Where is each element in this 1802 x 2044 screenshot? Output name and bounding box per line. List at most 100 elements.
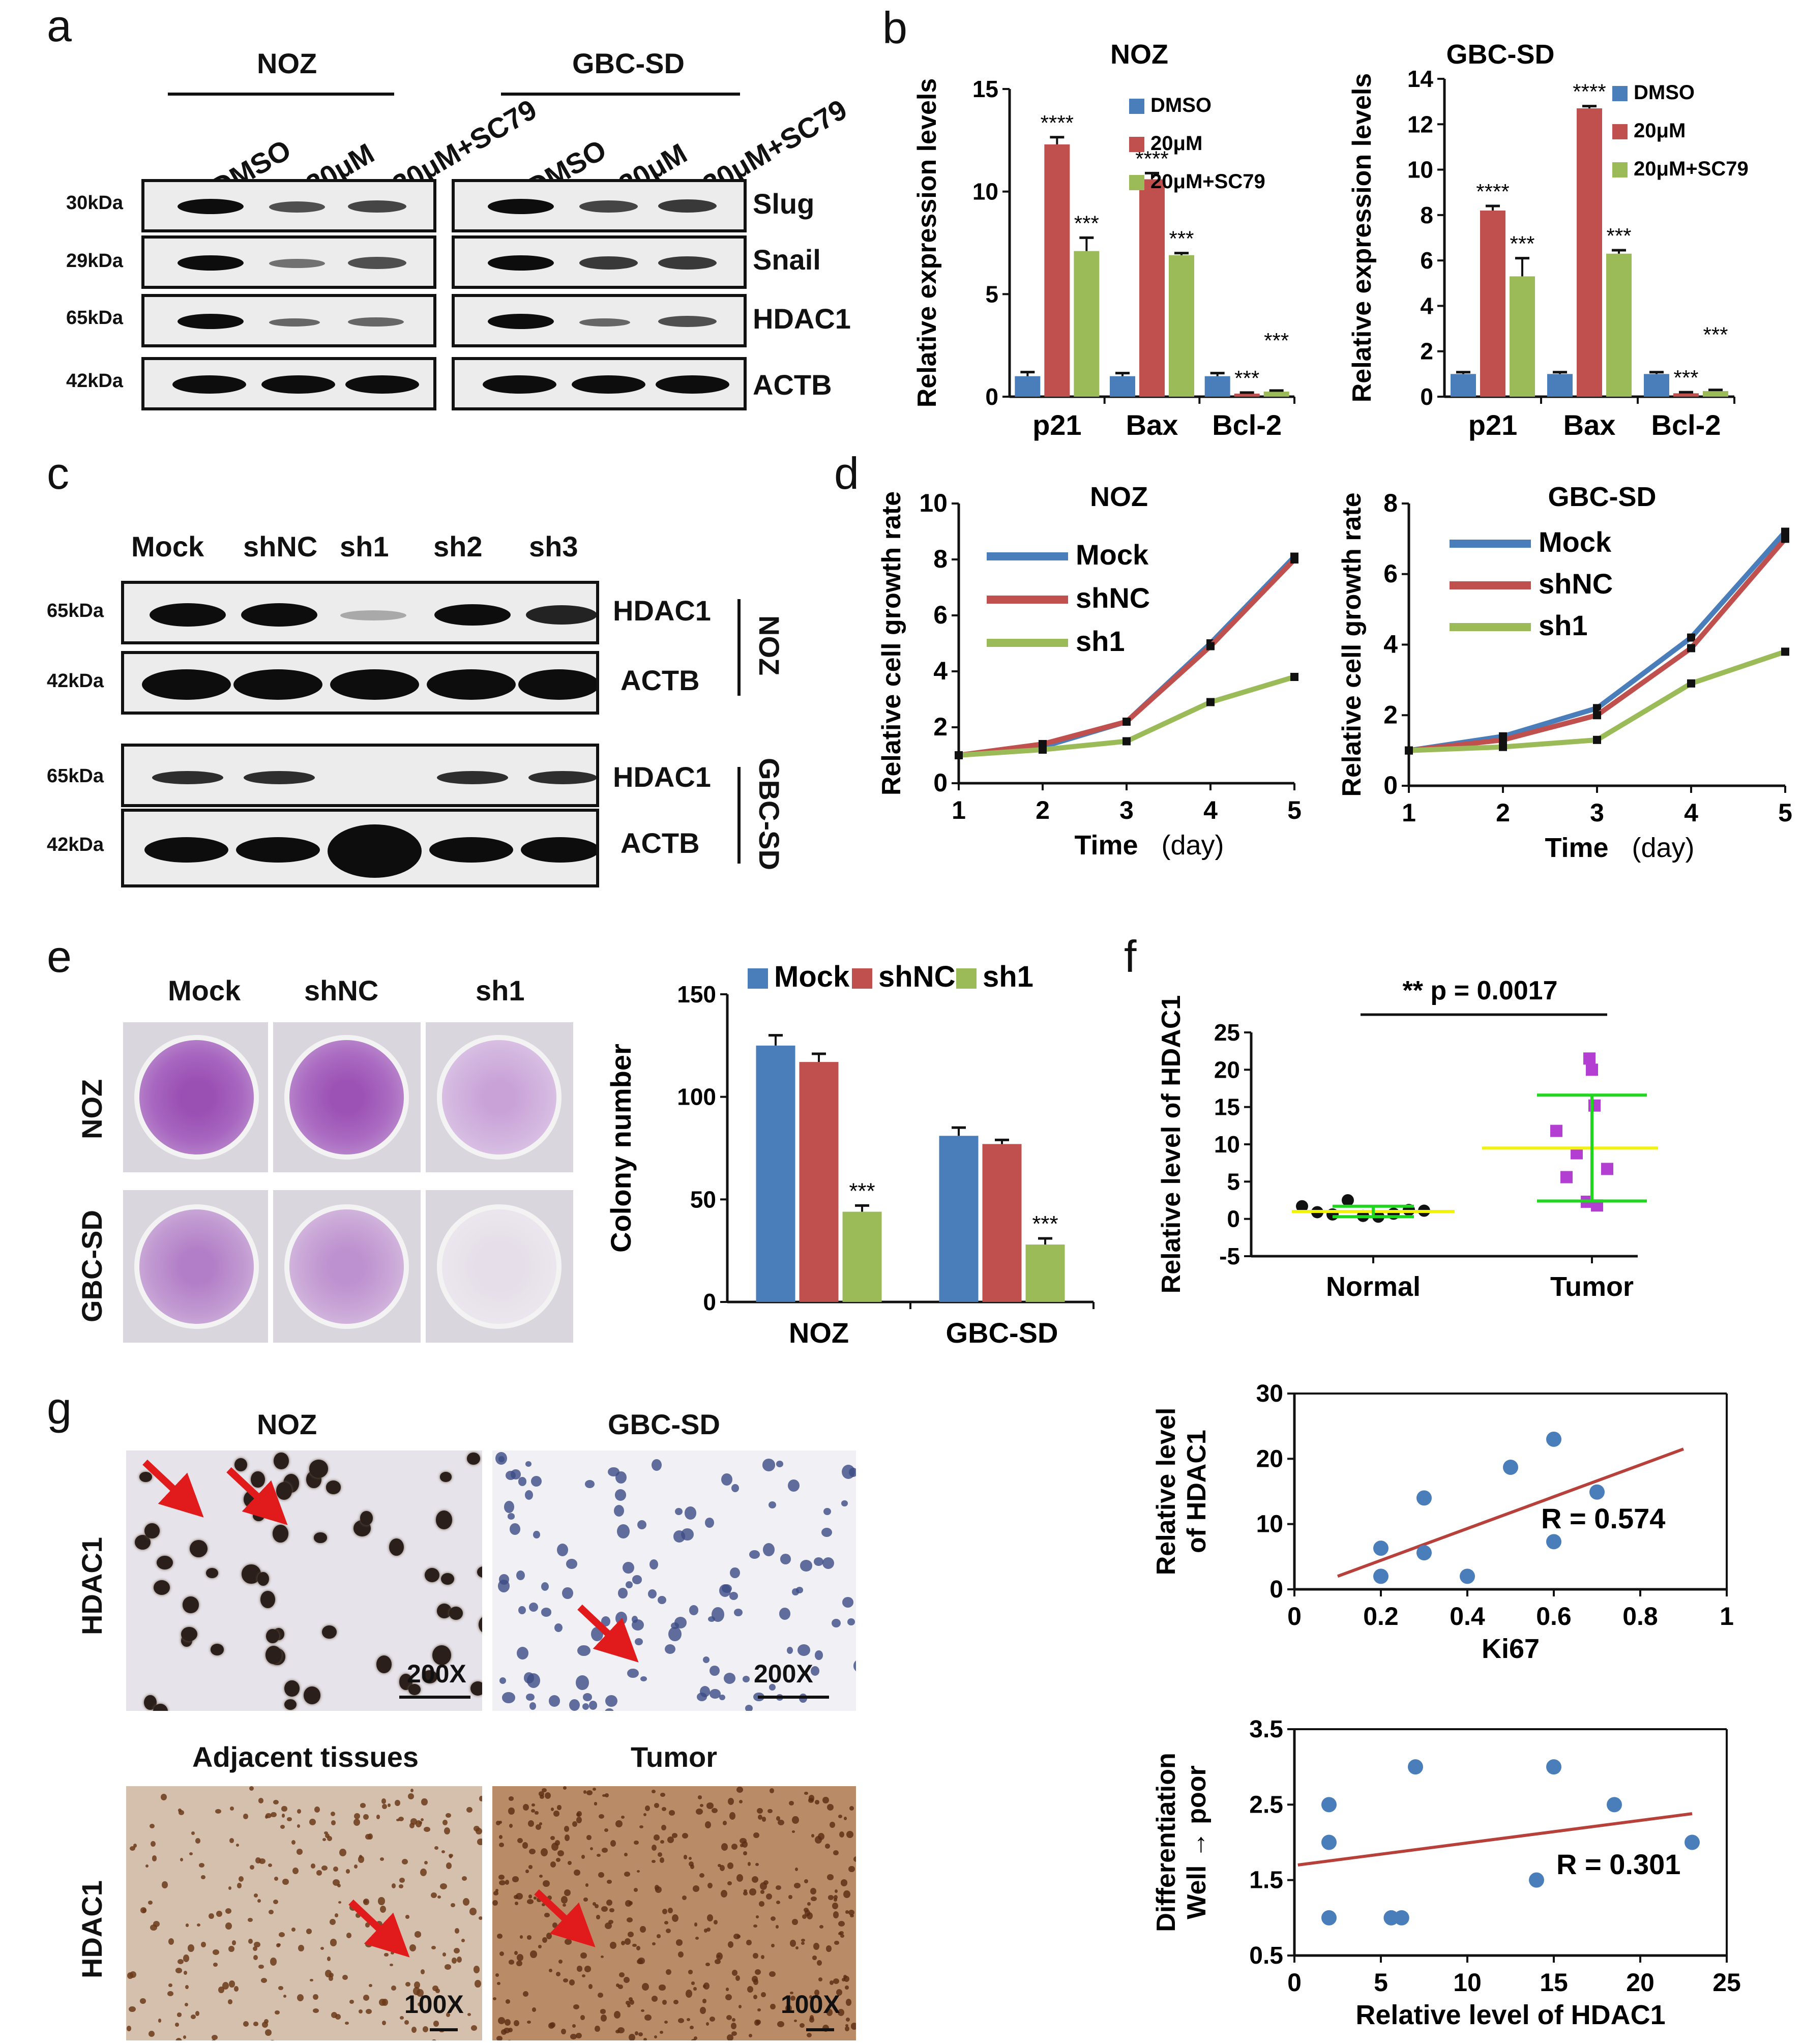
cell-nucleus — [605, 1793, 609, 1798]
cell-nucleus — [211, 2034, 218, 2040]
cell-nucleus — [254, 1893, 258, 1898]
cell-nucleus — [801, 1938, 805, 1942]
cell-nucleus — [788, 1479, 800, 1492]
cell-nucleus — [839, 1831, 845, 1838]
fit-line — [1297, 1812, 1693, 1867]
cell-nucleus — [731, 1970, 737, 1976]
cell-nucleus — [530, 1809, 535, 1813]
cell-nucleus — [563, 1786, 567, 1790]
cell-nucleus — [168, 1983, 173, 1988]
cell-nucleus — [541, 1788, 547, 1793]
significance-label: *** — [1169, 227, 1194, 251]
cell-nucleus — [525, 1869, 529, 1874]
cell-nucleus — [838, 2008, 845, 2016]
cell-nucleus — [595, 2025, 600, 2032]
cell-nucleus — [802, 1914, 807, 1919]
blot-strip-slug-gbcsd — [452, 179, 747, 232]
cell-nucleus — [775, 1924, 779, 1929]
cell-nucleus — [431, 1946, 436, 1950]
y-tick-label: 2.5 — [1249, 1791, 1283, 1818]
cell-nucleus — [540, 1794, 545, 1799]
magnification-label: 200X — [407, 1660, 466, 1688]
cell-nucleus — [388, 1803, 391, 1807]
cell-nucleus — [654, 2035, 658, 2039]
cell-nucleus — [522, 1842, 528, 1849]
cell-nucleus — [613, 1505, 624, 1517]
y-tick-label: 0 — [985, 383, 998, 410]
cell-nucleus — [652, 1859, 656, 1863]
legend-label: Mock — [1539, 526, 1612, 558]
cell-nucleus — [806, 2032, 812, 2037]
col-label-mock: Mock — [168, 974, 241, 1006]
y-tick-label: 4 — [1383, 630, 1398, 659]
cell-nucleus — [628, 1901, 633, 1906]
cell-nucleus — [817, 1832, 824, 1840]
cell-nucleus — [734, 1609, 743, 1616]
cell-nucleus — [359, 1854, 363, 1859]
cell-nucleus — [627, 2004, 631, 2008]
x-tick-label: 0 — [1287, 1602, 1302, 1631]
y-axis-label: of HDAC1 — [1182, 1430, 1212, 1553]
cell-nucleus — [608, 1920, 613, 1924]
cell-nucleus — [512, 1876, 519, 1882]
y-tick-label: 10 — [1214, 1131, 1240, 1158]
cell-nucleus — [139, 1471, 152, 1482]
y-tick-label: 8 — [1420, 202, 1433, 228]
x-category-label: Bcl-2 — [1212, 409, 1282, 441]
data-point — [1405, 746, 1413, 755]
data-point — [1588, 1099, 1601, 1112]
x-axis-label: Ki67 — [1482, 1634, 1540, 1664]
cell-nucleus — [542, 1903, 546, 1907]
cell-nucleus — [699, 2006, 706, 2015]
cell-nucleus — [838, 1921, 845, 1927]
cell-nucleus — [664, 1921, 668, 1924]
cell-line-bracket-noz — [737, 599, 741, 696]
cell-nucleus — [558, 1960, 563, 1964]
legend-label: sh1 — [1076, 625, 1125, 657]
cell-nucleus — [153, 1921, 160, 1928]
cell-nucleus — [449, 1606, 463, 1620]
legend-label: shNC — [1539, 568, 1613, 600]
cell-nucleus — [477, 1839, 482, 1845]
cell-nucleus — [602, 1794, 606, 1797]
data-point — [1781, 527, 1789, 536]
red-arrow-icon — [577, 1604, 639, 1663]
cell-nucleus — [497, 2017, 505, 2024]
y-tick-label: 100 — [677, 1084, 716, 1110]
panel-label-c: c — [47, 448, 69, 498]
cell-nucleus — [215, 1809, 221, 1814]
cell-nucleus — [760, 1890, 765, 1894]
y-tick-label: 10 — [919, 489, 948, 517]
cell-nucleus — [833, 1978, 840, 1984]
cell-nucleus — [381, 2021, 386, 2026]
cell-nucleus — [235, 1843, 239, 1847]
cell-nucleus — [779, 1607, 791, 1620]
cell-nucleus — [446, 2012, 450, 2017]
cell-nucleus — [770, 2004, 776, 2010]
cell-nucleus — [543, 1880, 550, 1887]
cell-nucleus — [449, 1854, 452, 1858]
significance-label: *** — [1673, 366, 1698, 390]
significance-label: **** — [1573, 80, 1606, 104]
cell-nucleus — [504, 1501, 515, 1514]
cell-nucleus — [528, 1894, 533, 1899]
cell-nucleus — [633, 1887, 638, 1892]
cell-nucleus — [830, 1980, 834, 1985]
cell-nucleus — [664, 2021, 668, 2024]
col-label-sh1: sh1 — [476, 974, 525, 1006]
cell-nucleus — [342, 1974, 348, 1980]
cell-nucleus — [381, 1798, 386, 1804]
cell-nucleus — [527, 2021, 531, 2024]
cell-nucleus — [432, 2039, 437, 2040]
cell-nucleus — [626, 1917, 633, 1923]
cell-nucleus — [792, 1588, 799, 1596]
cell-nucleus — [792, 1919, 798, 1925]
cell-nucleus — [228, 1886, 231, 1890]
cell-nucleus — [607, 1879, 612, 1884]
cell-nucleus — [652, 1844, 657, 1851]
cell-nucleus — [727, 1881, 732, 1885]
blot-strip-hdac1-gbcsd — [121, 744, 599, 807]
cell-nucleus — [573, 2004, 579, 2010]
cell-nucleus — [794, 2020, 797, 2023]
cell-nucleus — [777, 2021, 784, 2028]
